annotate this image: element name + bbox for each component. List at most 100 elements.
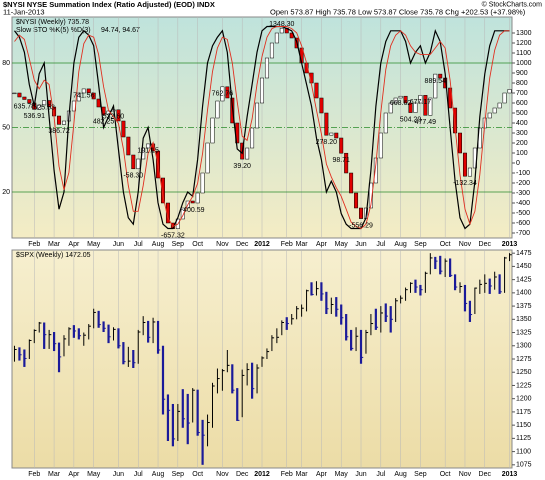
x-tick-label: Sep <box>172 241 185 248</box>
candle <box>324 112 329 136</box>
x-tick-label: May <box>335 241 349 248</box>
y-tick-label: 1275 <box>516 356 532 363</box>
x-tick-label: May <box>87 241 101 248</box>
y-tick-label: -600 <box>516 220 530 227</box>
candle <box>507 89 512 94</box>
y-tick-label: 1000 <box>516 60 532 67</box>
candle <box>225 86 230 99</box>
y-tick-label: 0 <box>516 160 520 167</box>
x-tick-label: Oct <box>192 471 203 478</box>
y-tick-label: -500 <box>516 210 530 217</box>
candle <box>373 157 378 184</box>
x-tick-label: Mar <box>48 241 61 248</box>
candle <box>413 102 418 113</box>
x-tick-label: Jun <box>113 241 124 248</box>
y-tick-label: 600 <box>516 100 528 107</box>
candle <box>487 112 492 119</box>
x-tick-label: Dec <box>236 241 249 248</box>
candle <box>180 207 185 220</box>
annotation: 191.15 <box>137 148 159 155</box>
y-tick-label: 500 <box>516 110 528 117</box>
annotation: 635.78 <box>14 103 36 110</box>
candle <box>383 112 388 134</box>
candle <box>126 136 131 156</box>
x-tick-label: Mar <box>48 471 61 478</box>
annotation: 668.62 <box>390 100 412 107</box>
annotation: 278.20 <box>316 139 338 146</box>
candle <box>368 182 373 209</box>
y-tick-label: 700 <box>516 90 528 97</box>
y-tick-label: -300 <box>516 190 530 197</box>
y-tick-label: 1200 <box>516 396 532 403</box>
x-tick-label: Mar <box>296 471 309 478</box>
y-tick-label: 300 <box>516 130 528 137</box>
candle <box>279 27 284 34</box>
legend: Slow STO %K(5) %D(3) <box>16 27 91 34</box>
y-tick-label: 80 <box>2 60 10 67</box>
y-tick-label: 1225 <box>516 382 532 389</box>
candle <box>245 147 250 160</box>
x-tick-label: Apr <box>316 471 328 478</box>
y-tick-label: 1100 <box>516 50 531 57</box>
x-tick-label: Jun <box>113 471 124 478</box>
x-tick-label: May <box>87 471 101 478</box>
y-tick-label: -200 <box>516 180 530 187</box>
y-tick-label: -100 <box>516 170 530 177</box>
candle <box>27 99 32 104</box>
x-tick-label: Dec <box>236 471 249 478</box>
x-tick-label: Sep <box>414 471 427 478</box>
annotation: 889.54 <box>425 78 447 85</box>
candle <box>438 73 443 79</box>
candle <box>121 120 126 138</box>
y-tick-label: 1125 <box>516 435 531 442</box>
annotation: 39.20 <box>233 163 251 170</box>
x-tick-label: Jul <box>376 471 385 478</box>
candle <box>433 73 438 99</box>
legend: $NYSI (Weekly) 735.78 <box>16 19 89 26</box>
y-tick-label: 1375 <box>516 303 532 310</box>
x-tick-label: Apr <box>68 241 80 248</box>
candle <box>76 92 81 102</box>
annotation: -657.32 <box>161 233 185 240</box>
y-tick-label: 1300 <box>516 30 532 37</box>
y-tick-label: 1350 <box>516 316 532 323</box>
x-tick-label: Jul <box>376 241 385 248</box>
legend-values: 94.74, 94.67 <box>101 27 140 34</box>
candle <box>205 142 210 174</box>
x-tick-label: Sep <box>414 241 427 248</box>
candle <box>195 192 200 204</box>
candle <box>428 97 433 116</box>
annotation: 1348.30 <box>269 21 294 28</box>
x-tick-label: Feb <box>28 241 40 248</box>
candle <box>220 86 225 102</box>
legend: $SPX (Weekly) 1472.05 <box>16 252 91 259</box>
x-tick-label: Nov <box>216 241 229 248</box>
annotation: -132.34 <box>453 180 477 187</box>
x-tick-label: 2012 <box>254 241 270 248</box>
annotation: 762.76 <box>212 91 234 98</box>
y-tick-label: 100 <box>516 150 528 157</box>
candle <box>146 143 151 149</box>
candle <box>116 109 121 122</box>
candle <box>161 177 165 204</box>
x-tick-label: Dec <box>479 241 492 248</box>
annotation: 741.56 <box>73 93 95 100</box>
y-tick-label: 1100 <box>516 448 531 455</box>
candle <box>12 92 17 95</box>
y-tick-label: 50 <box>2 124 10 131</box>
candle <box>497 102 502 109</box>
annotation: 532.60 <box>103 114 125 121</box>
stoch-line <box>14 25 510 230</box>
y-tick-label: 1425 <box>516 276 532 283</box>
y-tick-label: 800 <box>516 80 528 87</box>
candle <box>329 132 334 136</box>
candle <box>250 127 255 149</box>
candle <box>264 57 269 79</box>
annotation: -58.30 <box>123 173 143 180</box>
x-tick-label: Feb <box>281 471 293 478</box>
x-tick-label: Feb <box>28 471 40 478</box>
stoch-line <box>14 26 510 230</box>
y-tick-label: 1400 <box>516 290 532 297</box>
y-tick-label: 1325 <box>516 329 532 336</box>
x-tick-label: Aug <box>152 471 165 478</box>
